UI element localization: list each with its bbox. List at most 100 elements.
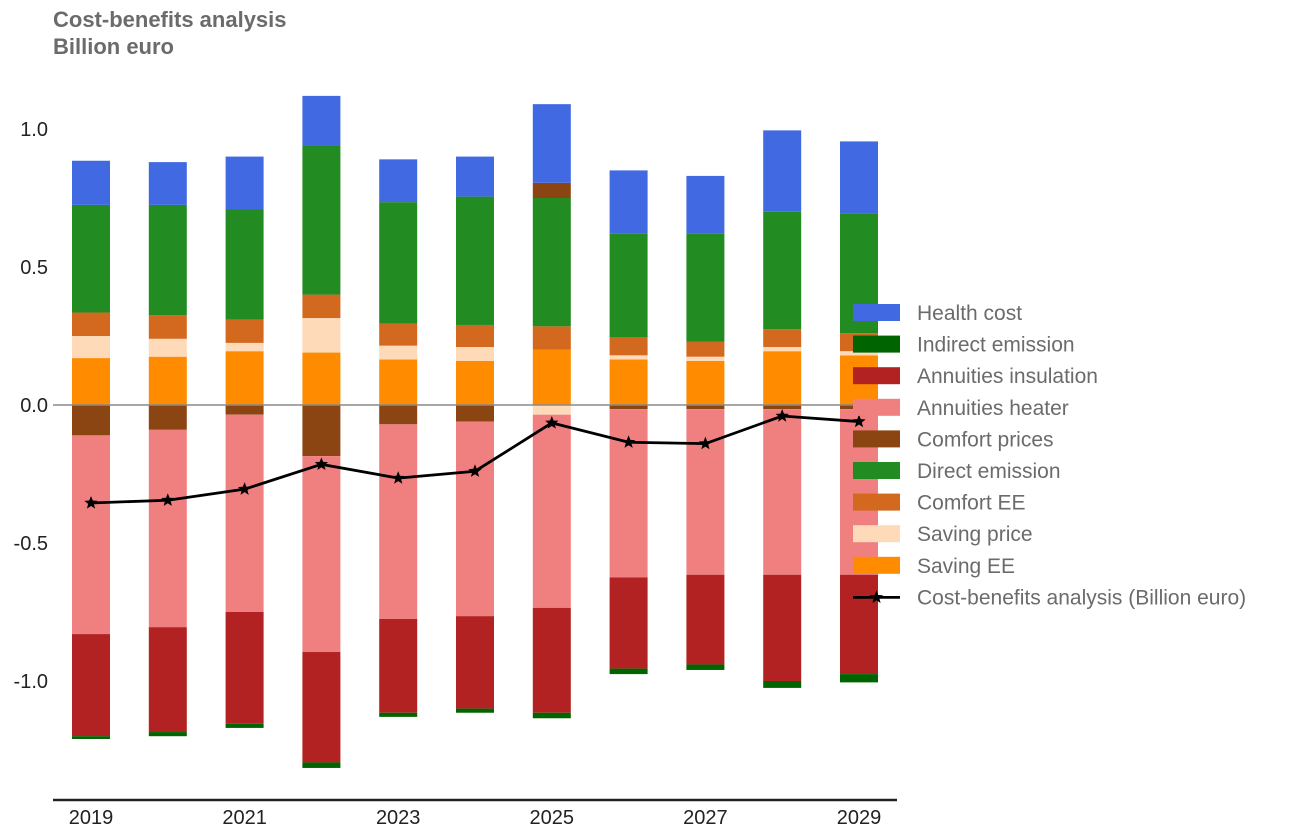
bar-saving-price-2029	[840, 351, 878, 356]
bar-comfort-ee-2023	[379, 323, 418, 346]
bar-saving-ee-2027	[686, 360, 725, 405]
legend-label-health-cost: Health cost	[917, 302, 1022, 325]
legend-label-indirect-emission: Indirect emission	[917, 334, 1075, 357]
bar-saving-price-2028	[763, 347, 802, 352]
legend-label-saving-ee: Saving EE	[917, 555, 1015, 578]
bar-annuities-insulation-2023	[379, 618, 418, 713]
chart-subtitle: Billion euro	[53, 34, 174, 59]
legend-marker-cost-benefits-analysis-billion-euro	[869, 590, 884, 604]
legend-swatch-comfort-ee	[853, 493, 900, 511]
bar-direct-emission-2026	[609, 233, 648, 338]
bar-direct-emission-2028	[763, 211, 802, 330]
bar-annuities-insulation-2025	[532, 607, 571, 713]
x-tick-label: 2025	[530, 807, 575, 829]
legend-swatch-saving-price	[853, 525, 900, 543]
bar-direct-emission-2021	[225, 209, 264, 320]
bar-direct-emission-2024	[456, 196, 494, 325]
bar-comfort-prices-2028	[763, 405, 802, 410]
bar-direct-emission-2022	[302, 145, 341, 295]
legend-label-comfort-prices: Comfort prices	[917, 428, 1054, 451]
bar-direct-emission-2019	[72, 204, 110, 313]
net-point-2024	[468, 464, 482, 477]
bar-saving-ee-2026	[609, 359, 648, 405]
bar-comfort-ee-2021	[225, 319, 264, 343]
bar-indirect-emission-2021	[225, 723, 264, 728]
bar-saving-ee-2024	[456, 360, 494, 405]
y-tick-label: -1.0	[14, 671, 48, 693]
bar-annuities-insulation-2019	[72, 634, 110, 737]
bar-annuities-heater-2026	[609, 409, 648, 578]
bar-annuities-heater-2019	[72, 435, 110, 635]
bar-comfort-prices-2019	[72, 405, 110, 436]
legend-swatch-health-cost	[853, 304, 900, 321]
bar-comfort-ee-2028	[763, 329, 802, 348]
bar-health-cost-2021	[225, 156, 264, 210]
bar-saving-price-2022	[302, 318, 341, 353]
bar-health-cost-2020	[148, 162, 187, 205]
legend-label-direct-emission: Direct emission	[917, 460, 1061, 483]
bar-indirect-emission-2027	[686, 664, 725, 670]
bar-health-cost-2022	[302, 95, 341, 146]
legend: Health cost Indirect emission Annuities in…	[853, 302, 1246, 609]
bar-annuities-insulation-2028	[763, 574, 802, 681]
bar-saving-price-2020	[148, 338, 187, 357]
x-tick-labels: 2019 2021 2023 2025 2027 2029	[69, 807, 882, 829]
bar-comfort-prices-2026	[609, 405, 648, 410]
x-tick-label: 2027	[683, 807, 728, 829]
bar-saving-price-2021	[225, 342, 264, 352]
bar-direct-emission-2020	[148, 204, 187, 316]
bar-indirect-emission-2023	[379, 712, 418, 717]
net-point-2028	[775, 409, 789, 422]
x-tick-label: 2029	[837, 807, 882, 829]
line-layer	[84, 409, 866, 509]
bar-health-cost-2025	[532, 104, 571, 183]
bar-comfort-ee-2025	[532, 326, 571, 350]
legend-swatch-annuities-insulation	[853, 367, 900, 385]
bar-saving-price-2019	[72, 336, 110, 359]
bar-annuities-insulation-2027	[686, 574, 725, 665]
bar-annuities-heater-2024	[456, 421, 494, 617]
bar-saving-price-2025	[532, 405, 571, 415]
net-point-2027	[698, 436, 713, 450]
bar-saving-ee-2021	[225, 351, 264, 405]
bar-comfort-ee-2026	[609, 337, 648, 356]
bar-health-cost-2028	[763, 130, 802, 212]
bar-annuities-insulation-2022	[302, 652, 341, 763]
y-tick-label: -0.5	[14, 533, 48, 555]
bar-indirect-emission-2022	[302, 762, 341, 768]
bar-annuities-heater-2022	[302, 456, 341, 653]
y-tick-label: 0.5	[20, 257, 48, 279]
bar-direct-emission-2027	[686, 233, 725, 342]
bar-annuities-heater-2021	[225, 414, 264, 612]
bar-saving-price-2024	[456, 347, 494, 361]
net-point-2020	[161, 493, 175, 506]
bar-saving-price-2027	[686, 356, 725, 361]
bar-health-cost-2024	[456, 156, 494, 197]
bar-health-cost-2027	[686, 175, 725, 234]
bar-annuities-insulation-2024	[456, 616, 494, 709]
bar-saving-ee-2023	[379, 359, 418, 405]
legend-label-saving-price: Saving price	[917, 523, 1033, 546]
bar-comfort-prices-2027	[686, 405, 725, 410]
bar-indirect-emission-2029	[840, 674, 878, 683]
x-tick-label: 2023	[376, 807, 421, 829]
bar-annuities-heater-2025	[532, 414, 571, 608]
x-tick-label: 2019	[69, 807, 114, 829]
bar-saving-ee-2028	[763, 351, 802, 405]
bar-annuities-heater-2020	[148, 429, 187, 628]
legend-swatch-saving-ee	[853, 556, 900, 574]
bar-annuities-heater-2028	[763, 409, 802, 575]
y-tick-label: 0.0	[20, 395, 48, 417]
legend-label-cost-benefits-analysis-billion-euro: Cost-benefits analysis (Billion euro)	[917, 586, 1246, 609]
bar-direct-emission-2023	[379, 202, 418, 324]
net-point-2019	[84, 495, 98, 509]
net-point-2026	[621, 435, 636, 448]
bar-direct-emission-2025	[532, 198, 571, 327]
bar-indirect-emission-2026	[609, 668, 648, 675]
bar-comfort-ee-2022	[302, 294, 341, 319]
y-tick-label: 1.0	[20, 119, 48, 141]
bar-comfort-prices-2024	[456, 405, 494, 422]
bar-saving-price-2026	[609, 355, 648, 360]
bar-saving-ee-2020	[148, 356, 187, 405]
